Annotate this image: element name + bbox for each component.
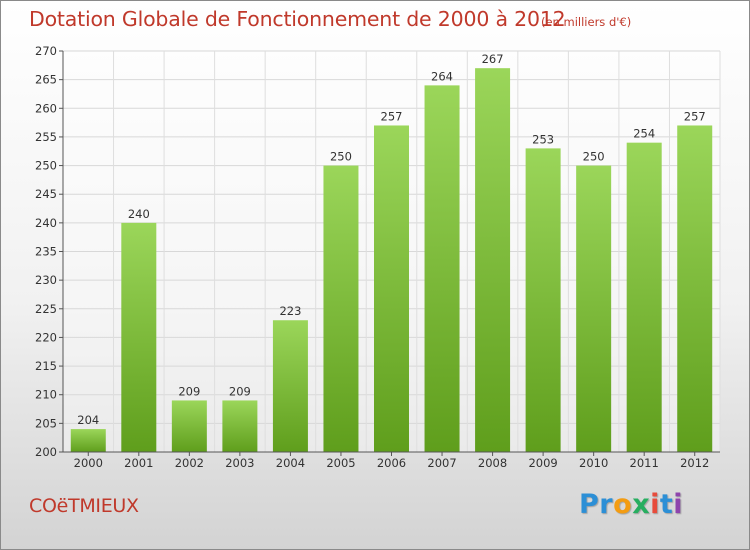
y-tick-label: 270 xyxy=(35,44,57,58)
bar xyxy=(525,148,561,452)
logo-letter: i xyxy=(650,489,660,520)
y-tick-label: 225 xyxy=(35,302,57,316)
x-tick-labels: 2000 2001 2002 2003 2004 2005 2006 2007 2008 2009… xyxy=(74,456,710,470)
y-tick-label: 250 xyxy=(35,159,57,173)
bar xyxy=(677,125,713,452)
y-tick-label: 230 xyxy=(35,273,57,287)
chart-units: (en milliers d'€) xyxy=(541,15,632,29)
x-tick-label: 2000 xyxy=(74,456,103,470)
bar-value-label: 267 xyxy=(482,52,504,66)
bar-value-label: 257 xyxy=(381,109,403,123)
bar xyxy=(222,400,258,452)
logo-letter: i xyxy=(673,489,684,520)
proxiti-logo[interactable]: Proxiti xyxy=(579,489,683,520)
bar xyxy=(475,68,511,452)
commune-name: COëTMIEUX xyxy=(29,495,139,517)
chart-title: Dotation Globale de Fonctionnement de 20… xyxy=(29,7,566,31)
logo-letter: P xyxy=(579,489,600,520)
bar xyxy=(424,85,460,452)
bar xyxy=(272,320,308,452)
bar-value-label: 254 xyxy=(633,127,655,141)
bar xyxy=(323,165,359,453)
value-labels: 204 240 209 209 223 250 257 264 267 253 250 254 257 xyxy=(77,52,705,427)
bar-value-label: 250 xyxy=(330,150,352,164)
logo-letter: x xyxy=(632,489,651,520)
y-tick-label: 210 xyxy=(35,388,57,402)
y-tick-label: 265 xyxy=(35,73,57,87)
bar-value-label: 204 xyxy=(77,413,99,427)
x-tick-label: 2010 xyxy=(579,456,608,470)
bar-value-label: 209 xyxy=(229,384,251,398)
y-tick-label: 200 xyxy=(35,445,57,459)
bar xyxy=(171,400,207,452)
bar-value-label: 240 xyxy=(128,207,150,221)
bar-value-label: 253 xyxy=(532,132,554,146)
x-tick-label: 2003 xyxy=(225,456,254,470)
x-tick-label: 2007 xyxy=(427,456,456,470)
logo-letter: o xyxy=(613,489,633,520)
y-tick-label: 235 xyxy=(35,245,57,259)
bar-value-label: 264 xyxy=(431,69,453,83)
bars-group xyxy=(70,68,713,453)
x-tick-label: 2004 xyxy=(276,456,305,470)
x-tick-label: 2011 xyxy=(630,456,659,470)
x-tick-label: 2008 xyxy=(478,456,507,470)
y-tick-label: 240 xyxy=(35,216,57,230)
logo-letter: t xyxy=(659,489,674,520)
y-tick-label: 220 xyxy=(35,330,57,344)
x-tick-label: 2012 xyxy=(680,456,709,470)
logo-letter: r xyxy=(599,489,614,520)
y-tick-label: 245 xyxy=(35,187,57,201)
y-tick-label: 260 xyxy=(35,101,57,115)
bar-value-label: 209 xyxy=(178,384,200,398)
bar-value-label: 223 xyxy=(279,304,301,318)
x-tick-label: 2005 xyxy=(326,456,355,470)
axes-group xyxy=(59,50,720,456)
bar-value-label: 257 xyxy=(684,109,706,123)
x-tick-label: 2009 xyxy=(528,456,557,470)
bar xyxy=(121,222,157,452)
x-tick-label: 2001 xyxy=(124,456,153,470)
y-tick-labels: 200 205 210 215 220 225 230 235 240 245 250 255 260 2… xyxy=(35,44,57,459)
bar xyxy=(626,142,662,452)
bar xyxy=(576,165,612,453)
bar xyxy=(374,125,409,452)
bar xyxy=(70,429,106,452)
y-tick-label: 255 xyxy=(35,130,57,144)
x-tick-label: 2002 xyxy=(175,456,204,470)
x-tick-label: 2006 xyxy=(377,456,406,470)
y-tick-label: 215 xyxy=(35,359,57,373)
bar-value-label: 250 xyxy=(583,150,605,164)
y-tick-label: 205 xyxy=(35,416,57,430)
